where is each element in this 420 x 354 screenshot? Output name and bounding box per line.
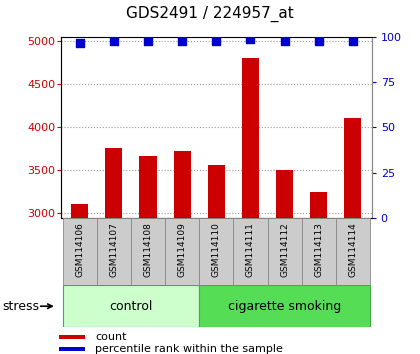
Bar bbox=[310, 192, 327, 218]
Bar bbox=[131, 218, 165, 285]
Text: GSM114108: GSM114108 bbox=[144, 223, 152, 278]
Point bbox=[247, 36, 254, 42]
Bar bbox=[344, 118, 362, 218]
Bar bbox=[173, 151, 191, 218]
Point bbox=[110, 38, 117, 44]
Bar bbox=[63, 285, 199, 327]
Text: GSM114111: GSM114111 bbox=[246, 223, 255, 278]
Text: count: count bbox=[95, 332, 126, 342]
Point bbox=[349, 38, 356, 44]
Bar bbox=[276, 170, 293, 218]
Bar bbox=[97, 218, 131, 285]
Bar bbox=[63, 218, 97, 285]
Text: GSM114109: GSM114109 bbox=[178, 223, 186, 278]
Text: GSM114106: GSM114106 bbox=[75, 223, 84, 278]
Point bbox=[281, 38, 288, 44]
Text: stress: stress bbox=[2, 300, 39, 313]
Bar bbox=[268, 218, 302, 285]
Bar bbox=[59, 335, 85, 339]
Point bbox=[144, 38, 151, 44]
Bar bbox=[242, 58, 259, 218]
Text: GDS2491 / 224957_at: GDS2491 / 224957_at bbox=[126, 5, 294, 22]
Bar bbox=[302, 218, 336, 285]
Point bbox=[76, 40, 83, 45]
Bar bbox=[199, 218, 234, 285]
Text: GSM114110: GSM114110 bbox=[212, 223, 221, 278]
Bar bbox=[59, 347, 85, 351]
Bar bbox=[336, 218, 370, 285]
Text: cigarette smoking: cigarette smoking bbox=[228, 300, 341, 313]
Bar bbox=[199, 285, 370, 327]
Bar bbox=[234, 218, 268, 285]
Bar bbox=[139, 156, 157, 218]
Text: control: control bbox=[109, 300, 152, 313]
Point bbox=[179, 38, 186, 44]
Bar bbox=[71, 204, 88, 218]
Text: GSM114107: GSM114107 bbox=[109, 223, 118, 278]
Bar bbox=[165, 218, 199, 285]
Point bbox=[315, 38, 322, 44]
Bar bbox=[105, 148, 122, 218]
Text: GSM114112: GSM114112 bbox=[280, 223, 289, 278]
Point bbox=[213, 38, 220, 44]
Text: GSM114114: GSM114114 bbox=[349, 223, 357, 278]
Text: percentile rank within the sample: percentile rank within the sample bbox=[95, 344, 283, 354]
Text: GSM114113: GSM114113 bbox=[314, 223, 323, 278]
Bar bbox=[208, 165, 225, 218]
